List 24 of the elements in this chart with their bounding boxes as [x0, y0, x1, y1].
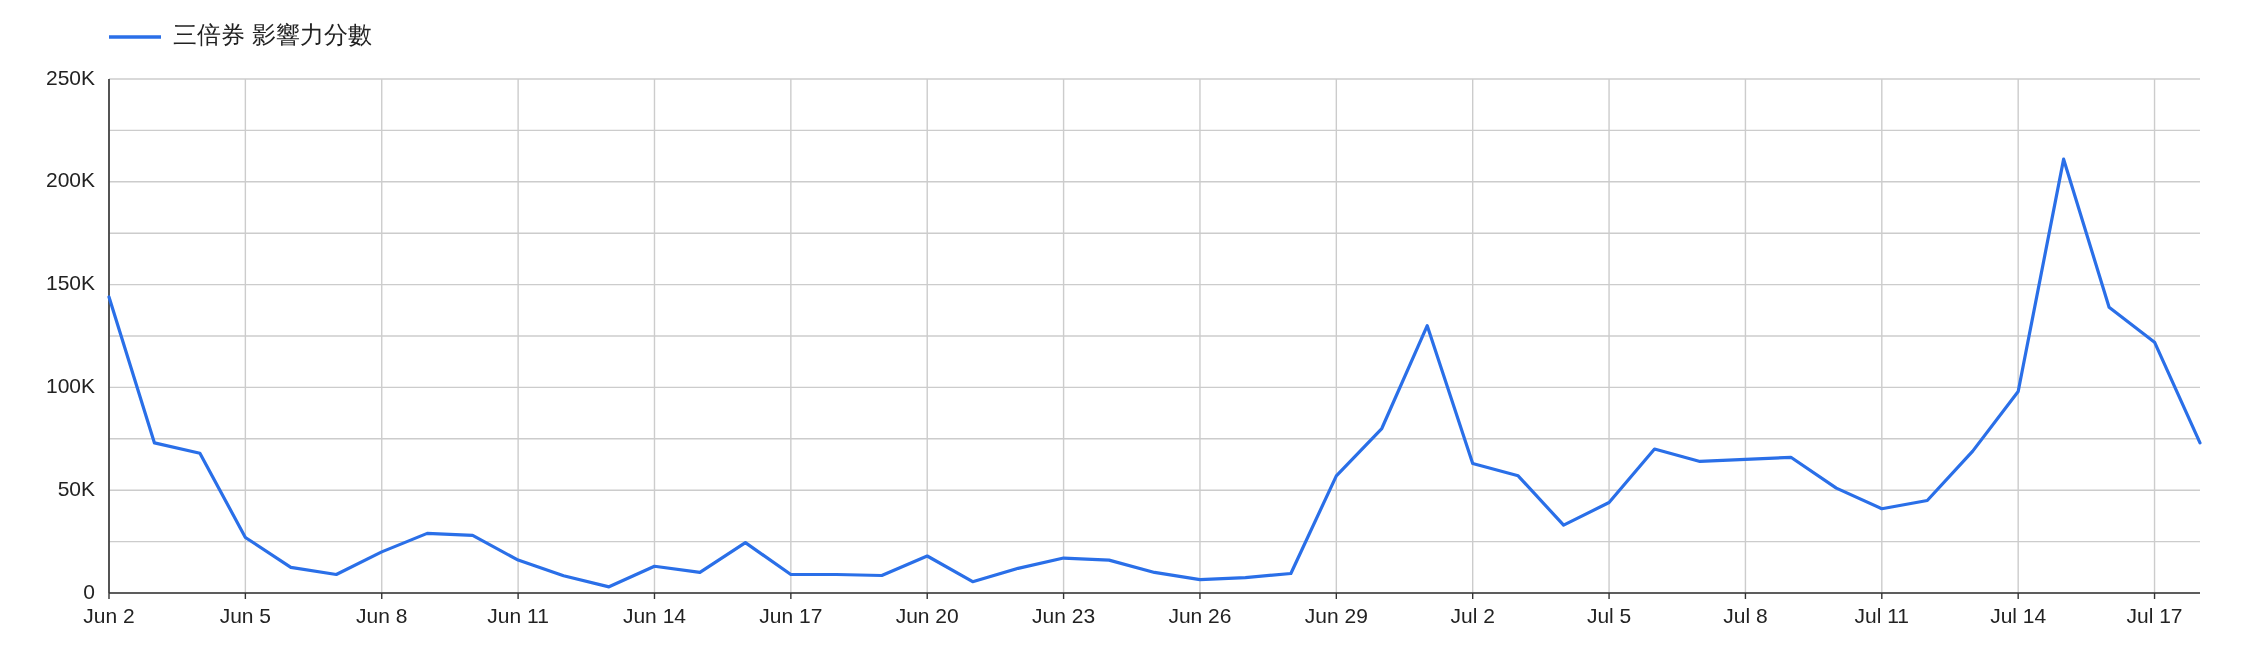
- x-tick-label: Jun 11: [487, 604, 549, 627]
- x-tick-label: Jun 17: [759, 604, 823, 627]
- x-tick-label: Jun 5: [219, 604, 272, 627]
- x-tick-label: Jun 29: [1304, 604, 1368, 627]
- x-tick-label: Jun 14: [622, 604, 687, 627]
- y-tick-label: 0: [83, 579, 95, 603]
- x-tick-label: Jul 5: [1586, 604, 1632, 627]
- x-tick-label: Jul 11: [1854, 604, 1910, 627]
- x-tick-label: Jul 14: [1990, 604, 2047, 627]
- x-tick-label: Jul 2: [1450, 604, 1495, 627]
- x-tick-label: Jul 17: [2126, 604, 2183, 627]
- x-tick-label: Jul 8: [1723, 604, 1768, 627]
- x-tick-label: Jun 23: [1032, 604, 1096, 627]
- y-tick-label: 200K: [45, 168, 95, 192]
- line-series: [107, 157, 2202, 589]
- x-tick-label: Jun 2: [83, 604, 135, 627]
- legend-label: 三倍券 影響力分數: [173, 21, 372, 49]
- y-tick-label: 250K: [45, 65, 95, 89]
- x-tick-label: Jun 20: [895, 604, 959, 627]
- y-tick-label: 50K: [57, 476, 95, 500]
- x-tick-label: Jun 8: [356, 604, 408, 627]
- x-tick-label: Jun 26: [1168, 604, 1232, 627]
- y-tick-label: 150K: [45, 271, 95, 295]
- y-tick-label: 100K: [45, 373, 95, 397]
